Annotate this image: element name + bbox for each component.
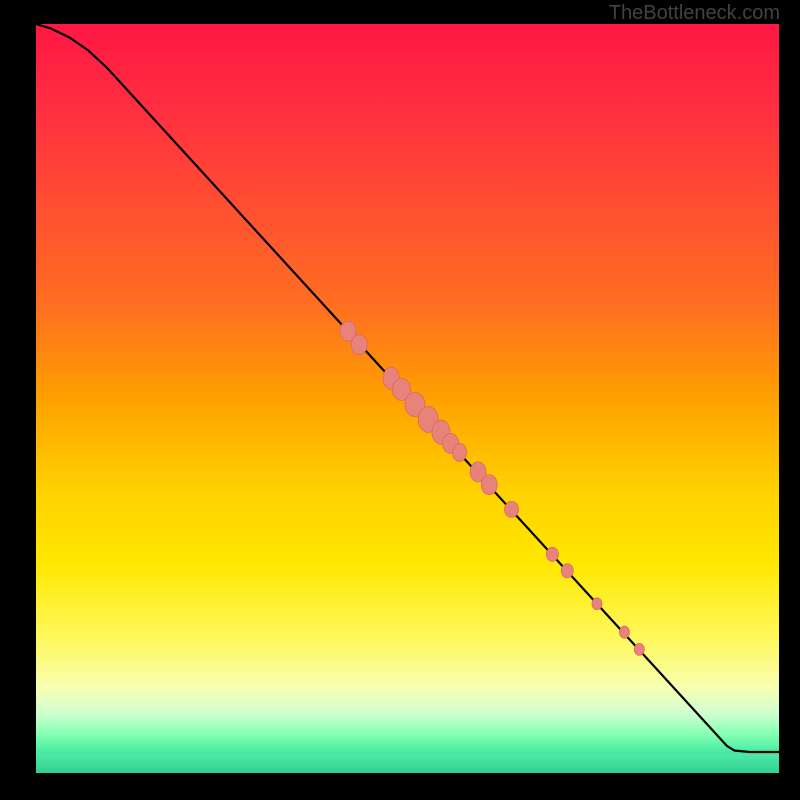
data-marker — [351, 335, 367, 355]
data-marker — [634, 643, 644, 655]
data-marker — [546, 547, 558, 561]
data-marker — [592, 598, 602, 610]
data-marker — [481, 475, 497, 495]
watermark-text: TheBottleneck.com — [609, 2, 780, 25]
data-marker — [561, 564, 573, 578]
bottleneck-chart — [36, 24, 779, 773]
bottom-green-stripe — [36, 754, 779, 773]
data-marker — [453, 443, 467, 461]
data-marker — [505, 501, 519, 517]
data-marker — [619, 626, 629, 638]
